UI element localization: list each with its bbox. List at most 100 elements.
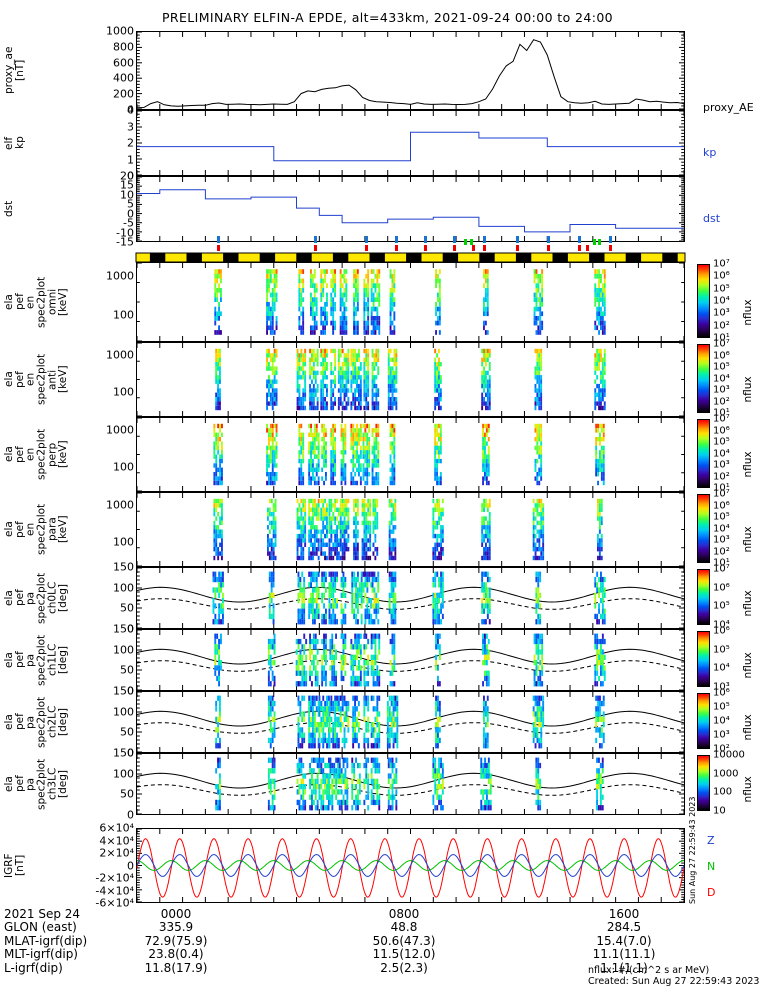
- colorbar-label-en-omni: nflux: [742, 299, 754, 326]
- colorbar-tick-en-omni-1: 10⁶: [713, 270, 730, 282]
- colorbar-label-en-anti: nflux: [742, 375, 754, 402]
- y-tick-kp-1: 3: [127, 120, 134, 133]
- colorbar-tick-pa-ch3lc-0: 10000: [713, 749, 745, 761]
- y-tick-pa-ch1lc-3: 0: [127, 684, 134, 698]
- event-marker: [515, 236, 519, 243]
- colorbar-tick-pa-ch2lc-0: 10⁶: [713, 687, 730, 699]
- y-tick-kp-3: 1: [127, 153, 134, 166]
- series-label-kp: kp: [703, 146, 717, 160]
- y-tick-en-para-0: 1000: [106, 498, 134, 512]
- event-marker: [464, 239, 468, 245]
- y-tick-pa-ch0lc-3: 0: [127, 622, 134, 636]
- legend-item-n: N: [707, 860, 716, 873]
- event-marker: [395, 236, 399, 243]
- event-marker: [395, 245, 399, 251]
- colorbar-tick-en-para-5: 10²: [713, 546, 730, 557]
- colorbar-label-pa-ch1lc: nflux: [742, 652, 754, 679]
- colorbar-pa-ch0lc: [697, 569, 710, 625]
- colorbar-tick-pa-ch0lc-1: 10⁶: [713, 582, 730, 594]
- event-marker: [471, 245, 475, 251]
- plot-canvas-en-para: [136, 492, 685, 567]
- plot-panel-proxy-ae: [136, 31, 685, 110]
- colorbar-tick-en-perp-6: 10¹: [713, 482, 730, 494]
- event-marker: [314, 245, 318, 251]
- colorbar-tick-en-para-3: 10⁴: [713, 523, 730, 534]
- event-marker: [592, 239, 596, 245]
- y-tick-proxy-ae-1: 800: [113, 40, 134, 54]
- event-marker: [217, 245, 221, 251]
- colorbar-tick-en-para-1: 10⁶: [713, 500, 730, 511]
- event-marker: [482, 245, 486, 251]
- plot-panel-pa-ch0lc: [136, 567, 685, 629]
- colorbar-label-en-perp: nflux: [742, 450, 754, 477]
- y-tick-pa-ch1lc-0: 150: [113, 622, 134, 636]
- y-tick-dst-0: 20: [120, 169, 134, 183]
- colorbar-label-pa-ch0lc: nflux: [742, 590, 754, 617]
- colorbar-pa-ch3lc: [697, 755, 710, 811]
- event-marker: [577, 236, 581, 243]
- y-tick-pa-ch3lc-3: 0: [127, 808, 134, 822]
- footer-column-1600: 1600 284.5 15.4(7.0) 11.1(11.1) 1.1(1.1): [592, 907, 656, 975]
- colorbar-tick-pa-ch3lc-2: 100: [713, 786, 733, 798]
- footer-row-labels: 2021 Sep 24 GLON (east) MLAT-igrf(dip) M…: [4, 907, 88, 975]
- colorbar-tick-en-anti-0: 10⁷: [713, 338, 730, 350]
- event-marker: [453, 245, 457, 251]
- y-tick-proxy-ae-3: 400: [113, 71, 134, 85]
- y-tick-pa-ch2lc-1: 100: [113, 705, 134, 719]
- plot-panel-kp: [136, 110, 685, 176]
- event-marker: [469, 239, 473, 245]
- y-ticklabels-pa-ch3lc: 150 100 50 0: [86, 747, 134, 822]
- colorbar-tick-en-omni-5: 10²: [713, 320, 730, 332]
- y-tick-igrf-2: 2×10⁴: [99, 846, 134, 860]
- y-ticklabels-proxy-ae: 1000 800 600 400 200 0: [86, 25, 134, 117]
- colorbar-label-en-para: nflux: [742, 525, 754, 552]
- event-marker: [577, 245, 581, 251]
- y-tick-pa-ch0lc-0: 150: [113, 560, 134, 574]
- y-tick-en-anti-1: 100: [113, 385, 134, 398]
- y-tick-en-para-1: 100: [113, 535, 134, 548]
- plot-canvas-pa-ch3lc: [136, 753, 685, 815]
- event-marker: [365, 236, 369, 243]
- colorbar-tick-en-para-2: 10⁵: [713, 511, 730, 523]
- y-tick-igrf-1: 4×10⁴: [99, 834, 134, 847]
- colorbar-label-pa-ch3lc: nflux: [742, 776, 754, 803]
- y-ticklabels-en-anti: 1000 100: [86, 342, 134, 417]
- y-tick-proxy-ae-4: 200: [113, 87, 134, 101]
- event-marker: [586, 245, 590, 251]
- colorbar-tick-pa-ch2lc-3: 10³: [713, 729, 730, 741]
- event-marker: [546, 245, 550, 251]
- colorbar-tick-en-perp-2: 10⁵: [713, 436, 730, 448]
- y-tick-pa-ch2lc-0: 150: [113, 684, 134, 698]
- colorbar-tick-en-perp-0: 10⁷: [713, 413, 730, 425]
- event-marker: [546, 236, 550, 243]
- y-tick-pa-ch1lc-1: 100: [113, 643, 134, 657]
- y-tick-proxy-ae-5: 0: [127, 103, 134, 117]
- y-tick-pa-ch0lc-1: 100: [113, 581, 134, 595]
- y-tick-proxy-ae-2: 600: [113, 56, 134, 70]
- colorbar-tick-pa-ch2lc-4: 10²: [713, 743, 730, 755]
- colorbar-tick-pa-ch1lc-1: 10⁵: [713, 644, 730, 656]
- y-tick-dst-7: -15: [116, 235, 134, 249]
- y-tick-pa-ch3lc-1: 100: [113, 767, 134, 781]
- y-tick-igrf-6: -6×10⁴: [95, 896, 134, 910]
- event-marker: [424, 236, 428, 243]
- event-marker: [609, 236, 613, 243]
- y-ticklabels-pa-ch2lc: 150 100 50 0: [86, 685, 134, 760]
- plot-canvas-en-anti: [136, 342, 685, 417]
- plot-panel-en-para: [136, 492, 685, 567]
- colorbar-en-perp: [697, 419, 710, 488]
- series-label-dst: dst: [703, 212, 721, 226]
- y-tick-igrf-4: -2×10⁴: [95, 871, 134, 885]
- day-night-bar: [135, 252, 686, 263]
- footer-column-0800: 0800 48.8 50.6(47.3) 11.5(12.0) 2.5(2.3): [372, 907, 436, 975]
- colorbar-pa-ch1lc: [697, 631, 710, 687]
- series-label-proxy-ae: proxy_AE: [703, 100, 754, 114]
- event-marker: [598, 239, 602, 245]
- event-marker: [609, 245, 613, 251]
- colorbar-label-pa-ch2lc: nflux: [742, 714, 754, 741]
- colorbar-tick-pa-ch0lc-2: 10⁵: [713, 600, 730, 612]
- colorbar-en-omni: [697, 264, 710, 338]
- y-tick-en-perp-0: 1000: [106, 423, 134, 437]
- colorbar-tick-en-perp-1: 10⁶: [713, 425, 730, 436]
- plot-panel-en-omni: [136, 262, 685, 342]
